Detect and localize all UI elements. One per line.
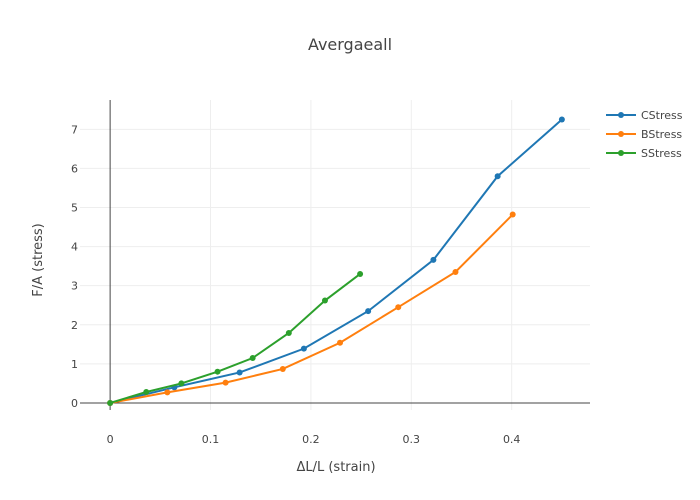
series-line (109, 118, 563, 404)
data-point[interactable] (214, 368, 221, 375)
data-point[interactable] (494, 173, 501, 180)
x-tick-label: 0.1 (202, 433, 220, 446)
series-line (109, 273, 361, 404)
x-tick-label: 0 (107, 433, 114, 446)
data-point[interactable] (222, 379, 229, 386)
y-tick-label: 7 (71, 123, 78, 136)
data-point[interactable] (279, 365, 286, 372)
data-point[interactable] (395, 304, 402, 311)
legend-item-sstress[interactable]: SStress (606, 147, 682, 160)
y-tick-label: 2 (71, 319, 78, 332)
data-point[interactable] (300, 345, 307, 352)
data-point[interactable] (452, 269, 459, 276)
legend-item-bstress[interactable]: BStress (606, 128, 682, 141)
y-tick-label: 3 (71, 280, 78, 293)
legend-swatch-marker (618, 131, 624, 137)
data-point[interactable] (285, 329, 292, 336)
y-axis-title: F/A (stress) (31, 223, 46, 297)
data-point[interactable] (509, 211, 516, 218)
x-tick-label: 0.2 (302, 433, 320, 446)
chart-title: Avergaeall (308, 35, 392, 54)
data-point[interactable] (249, 355, 256, 362)
series-group (107, 116, 565, 406)
y-tick-label: 6 (71, 162, 78, 175)
legend-label: SStress (641, 147, 682, 160)
x-axis-title: ΔL/L (strain) (296, 460, 375, 475)
y-tick-label: 1 (71, 358, 78, 371)
legend-swatch-marker (618, 150, 624, 156)
data-point[interactable] (107, 399, 114, 406)
axes: 0 0.1 0.2 0.3 0.4 0 1 2 3 4 5 6 7 (71, 100, 590, 446)
y-tick-label: 5 (71, 202, 78, 215)
data-point[interactable] (430, 256, 437, 263)
data-point[interactable] (365, 308, 372, 315)
legend-label: CStress (641, 109, 683, 122)
x-tick-label: 0.4 (503, 433, 521, 446)
data-point[interactable] (143, 389, 150, 396)
data-point[interactable] (178, 380, 185, 387)
y-tick-label: 0 (71, 397, 78, 410)
data-point[interactable] (357, 270, 364, 277)
legend[interactable]: CStress BStress SStress (606, 109, 683, 160)
data-point[interactable] (558, 116, 565, 123)
legend-item-cstress[interactable]: CStress (606, 109, 683, 122)
data-point[interactable] (164, 389, 171, 396)
series-line (109, 213, 514, 404)
data-point[interactable] (321, 297, 328, 304)
series-sstress (107, 270, 364, 406)
legend-swatch-marker (618, 112, 624, 118)
y-tick-label: 4 (71, 241, 78, 254)
x-tick-label: 0.3 (403, 433, 421, 446)
data-point[interactable] (337, 339, 344, 346)
legend-label: BStress (641, 128, 682, 141)
data-point[interactable] (236, 369, 243, 376)
